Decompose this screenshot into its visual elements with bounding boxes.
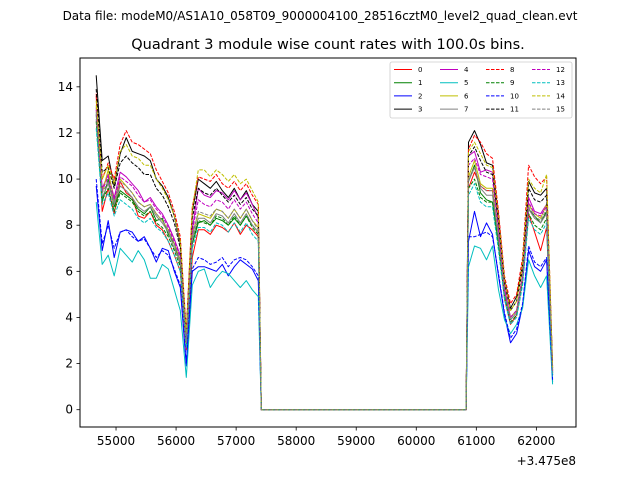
series-line-13 [95,128,554,411]
legend-label-13: 13 [556,79,565,87]
series-line-14 [95,100,554,411]
series-line-6 [95,105,554,411]
series-layer [95,75,554,411]
y-tick-label: 14 [58,80,73,94]
legend-label-12: 12 [556,66,565,74]
series-line-4 [95,107,554,411]
series-line-8 [95,93,554,411]
x-axis: 55000 56000 57000 58000 59000 60000 61000 62000 [97,427,555,448]
x-tick-label: 55000 [97,434,135,448]
y-tick-label: 12 [58,126,73,140]
series-line-0 [95,96,554,411]
series-line-2 [95,185,554,411]
y-tick-label: 8 [65,218,73,232]
legend-box [389,61,573,119]
x-tick-label: 61000 [457,434,495,448]
legend-label-3: 3 [418,106,422,114]
legend-label-9: 9 [510,79,514,87]
plot-frame [79,57,577,428]
legend-label-15: 15 [556,106,565,114]
legend-label-2: 2 [418,92,422,100]
legend-label-1: 1 [418,79,422,87]
legend-label-7: 7 [464,106,468,114]
legend-label-4: 4 [464,66,469,74]
legend-label-11: 11 [510,106,519,114]
y-tick-label: 2 [65,357,73,371]
x-tick-label: 56000 [157,434,195,448]
x-tick-label: 59000 [337,434,375,448]
legend-label-8: 8 [510,66,514,74]
legend-label-5: 5 [464,79,468,87]
legend-label-6: 6 [464,92,469,100]
x-tick-label: 62000 [517,434,555,448]
y-axis: 0 2 4 6 8 10 12 14 [58,80,80,417]
chart-suptitle: Data file: modeM0/AS1A10_058T09_90000041… [63,9,578,23]
x-offset-label: +3.475e8 [517,454,576,468]
y-tick-label: 4 [65,310,73,324]
legend-label-10: 10 [510,92,519,100]
series-line-3 [95,75,554,411]
series-line-10 [95,179,554,411]
x-tick-label: 58000 [277,434,315,448]
x-tick-label: 57000 [217,434,255,448]
y-tick-label: 6 [65,264,73,278]
y-tick-label: 10 [58,172,73,186]
legend-label-14: 14 [556,92,565,100]
chart-title: Quadrant 3 module wise count rates with … [131,37,525,53]
series-line-1 [95,114,554,411]
legend-label-0: 0 [418,66,422,74]
series-line-7 [95,119,554,411]
series-line-9 [95,121,554,411]
x-tick-label: 60000 [397,434,435,448]
y-tick-label: 0 [65,403,73,417]
series-line-15 [95,112,554,411]
